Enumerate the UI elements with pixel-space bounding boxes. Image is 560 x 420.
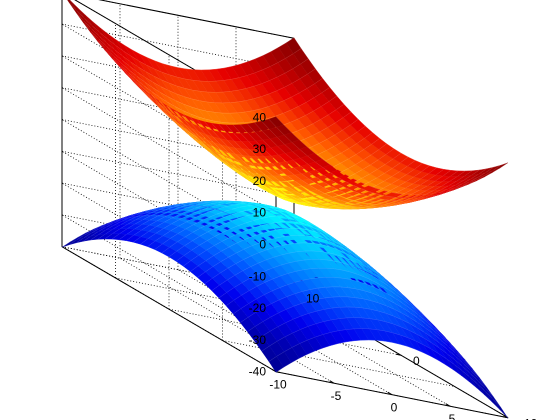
x-tick-label: 0 <box>391 401 398 415</box>
grid-line <box>61 182 295 230</box>
surface-patch <box>492 162 509 171</box>
y-tick-label: 0 <box>413 354 420 368</box>
x-tick-label: -5 <box>331 389 342 403</box>
z-tick-label: 20 <box>253 174 267 188</box>
surfaces <box>61 0 509 419</box>
z-tick-label: 0 <box>259 238 266 252</box>
z-tick-label: -40 <box>249 365 267 379</box>
surface-lower <box>61 200 509 419</box>
x-tick-label: 5 <box>449 412 456 420</box>
box-edge <box>98 0 295 39</box>
grid-line <box>61 246 295 294</box>
box-edge <box>61 246 277 373</box>
z-tick-label: 40 <box>253 110 267 124</box>
grid-line <box>119 257 335 384</box>
grid-line <box>61 150 295 198</box>
grid-line <box>61 119 295 166</box>
y-tick-label: 10 <box>306 292 320 306</box>
x-tick-mark <box>445 403 451 407</box>
grid-line <box>61 87 277 214</box>
z-tick-label: -20 <box>249 301 267 315</box>
z-tick-label: -10 <box>249 269 267 283</box>
z-tick-label: 30 <box>253 142 267 156</box>
y-tick-mark <box>396 353 402 356</box>
x-tick-label: -10 <box>269 378 287 392</box>
z-tick-label: 10 <box>253 206 267 220</box>
surface-patch <box>485 391 501 411</box>
grid-line <box>168 308 402 356</box>
grid-line <box>61 55 277 182</box>
grid-line <box>61 87 295 135</box>
grid-line <box>61 55 295 103</box>
grid-line <box>115 277 348 325</box>
grid-line <box>61 214 277 341</box>
surface-patch <box>61 239 78 248</box>
grid-line <box>61 119 277 245</box>
z-tick-label: -30 <box>249 333 267 347</box>
grid-line <box>61 214 295 262</box>
x-tick-mark <box>387 391 393 396</box>
surface-patch <box>69 0 85 19</box>
x-tick-mark <box>329 380 335 384</box>
